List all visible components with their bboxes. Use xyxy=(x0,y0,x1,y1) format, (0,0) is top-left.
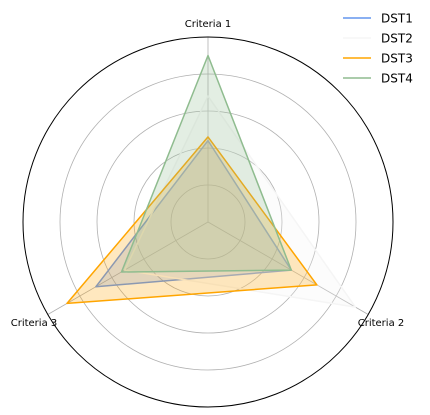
radar-grid xyxy=(22,36,394,408)
series-line-dst2 xyxy=(123,95,357,308)
axis-spoke-3 xyxy=(47,221,209,315)
axis-label-2: Criteria 2 xyxy=(358,318,405,329)
legend-label-dst4: DST4 xyxy=(381,72,413,86)
series-area-dst3 xyxy=(67,136,317,304)
axis-labels: Criteria 1 Criteria 2 Criteria 3 xyxy=(11,19,405,329)
axis-spoke-2 xyxy=(207,221,369,315)
series-area-dst1 xyxy=(95,140,292,287)
series-area-dst4 xyxy=(121,55,292,272)
axis-label-3: Criteria 3 xyxy=(11,318,58,329)
axis-label-1: Criteria 1 xyxy=(185,19,232,30)
legend-label-dst3: DST3 xyxy=(381,52,413,66)
radar-series xyxy=(66,54,357,308)
legend-label-dst1: DST1 xyxy=(381,12,413,26)
series-line-dst4 xyxy=(120,54,293,273)
legend-label-dst2: DST2 xyxy=(381,32,413,46)
outer-frame xyxy=(22,36,394,408)
legend: DST1 DST2 DST3 DST4 xyxy=(343,12,413,86)
series-line-dst3 xyxy=(66,136,318,305)
series-area-dst2 xyxy=(124,96,356,308)
